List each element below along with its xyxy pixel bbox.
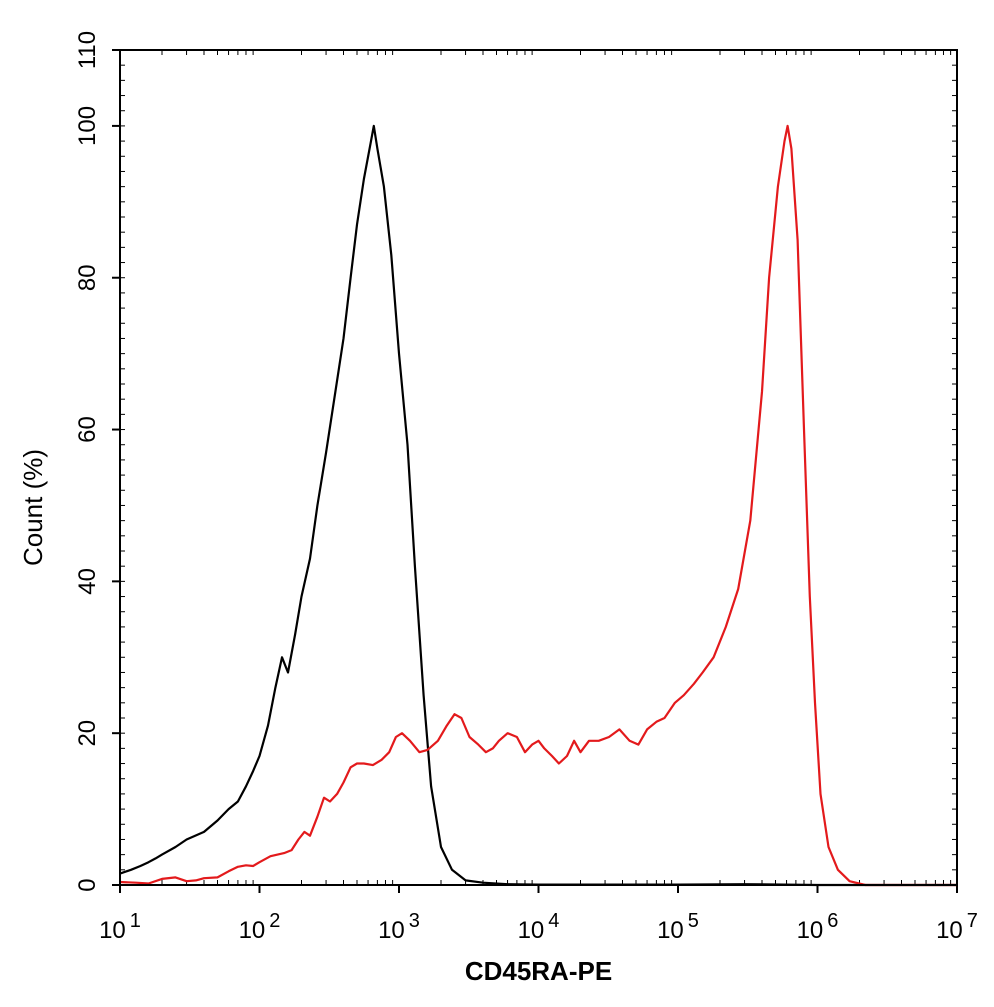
x-tick-exponent: 4 xyxy=(548,910,559,932)
y-tick-labels: 0 20 40 60 80 100 110 xyxy=(74,31,101,892)
x-tick-labels: 10 1 10 2 10 3 10 4 10 5 10 6 10 7 xyxy=(99,910,978,944)
y-tick-label: 60 xyxy=(74,416,101,443)
x-axis-title: CD45RA-PE xyxy=(465,956,612,986)
series-line-black xyxy=(119,124,957,887)
x-tick-exponent: 7 xyxy=(967,910,978,932)
x-tick-base: 10 xyxy=(239,917,266,944)
x-tick-label: 10 1 xyxy=(99,910,141,944)
x-tick-exponent: 3 xyxy=(409,910,420,932)
major-ticks xyxy=(112,49,958,893)
x-tick-exponent: 5 xyxy=(688,910,699,932)
y-axis-title: Count (%) xyxy=(18,449,48,566)
x-tick-label: 10 5 xyxy=(657,910,699,944)
y-tick-label: 40 xyxy=(74,568,101,595)
x-tick-exponent: 6 xyxy=(827,910,838,932)
x-tick-base: 10 xyxy=(378,917,405,944)
y-tick-label: 0 xyxy=(74,878,101,891)
y-tick-label: 110 xyxy=(74,31,101,69)
plot-frame xyxy=(119,49,958,886)
x-tick-label: 10 3 xyxy=(378,910,420,944)
x-tick-label: 10 6 xyxy=(797,910,839,944)
x-tick-label: 10 4 xyxy=(518,910,560,944)
x-tick-exponent: 1 xyxy=(130,910,141,932)
x-tick-exponent: 2 xyxy=(269,910,280,932)
y-tick-label: 80 xyxy=(74,264,101,291)
x-tick-base: 10 xyxy=(936,917,963,944)
series-line-red xyxy=(119,124,957,887)
y-tick-label: 100 xyxy=(74,106,101,146)
x-tick-base: 10 xyxy=(797,917,824,944)
x-tick-base: 10 xyxy=(657,917,684,944)
x-tick-label: 10 2 xyxy=(239,910,281,944)
series-lines xyxy=(119,124,957,887)
y-tick-label: 20 xyxy=(74,720,101,747)
x-tick-base: 10 xyxy=(518,917,545,944)
x-tick-label: 10 7 xyxy=(936,910,978,944)
x-tick-base: 10 xyxy=(99,917,126,944)
minor-ticks xyxy=(120,49,957,886)
